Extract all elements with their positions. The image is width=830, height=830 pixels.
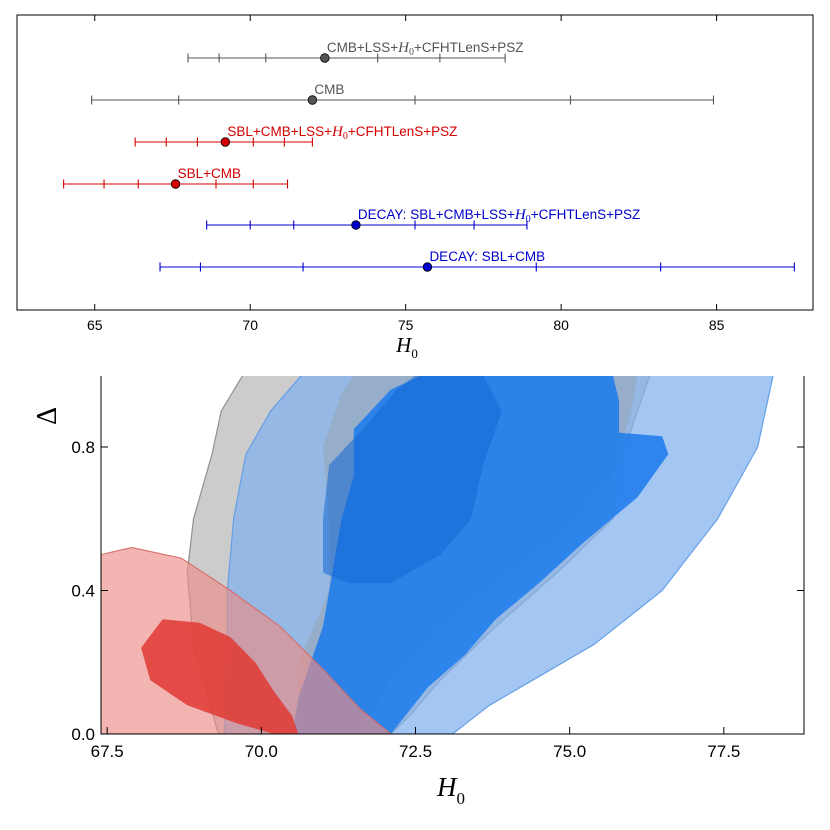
h0-errorbar-panel: CMB+LSS+H0+CFHTLenS+PSZCMBSBL+CMB+LSS+H0… bbox=[16, 14, 814, 361]
label-prefix: CMB bbox=[314, 82, 344, 97]
central-value-point bbox=[351, 220, 361, 230]
errorbar-row-label: DECAY: SBL+CMB+LSS+H0+CFHTLenS+PSZ bbox=[358, 207, 640, 225]
central-value-point bbox=[170, 179, 181, 189]
x-tick-label: 65 bbox=[87, 317, 103, 333]
label-suffix: +CFHTLenS+PSZ bbox=[531, 207, 641, 222]
y-tick-label: 0.8 bbox=[71, 438, 95, 457]
errorbar-row-label: SBL+CMB bbox=[178, 166, 241, 181]
label-subscript: 0 bbox=[526, 214, 531, 225]
central-value-point bbox=[320, 53, 330, 63]
y-tick-label: 0.0 bbox=[71, 725, 95, 744]
label-prefix: DECAY: SBL+CMB bbox=[429, 249, 545, 264]
errorbar-row: DECAY: SBL+CMB+LSS+H0+CFHTLenS+PSZ bbox=[206, 207, 640, 230]
bottom-x-axis-label: H0 bbox=[436, 772, 465, 808]
red-inner-contour bbox=[141, 619, 299, 734]
errorbar-rows: CMB+LSS+H0+CFHTLenS+PSZCMBSBL+CMB+LSS+H0… bbox=[63, 40, 795, 272]
errorbar-row-label: DECAY: SBL+CMB bbox=[429, 249, 545, 264]
contour-regions bbox=[101, 376, 774, 734]
errorbar-row-label: SBL+CMB+LSS+H0+CFHTLenS+PSZ bbox=[227, 124, 457, 142]
bottom-y-ticks: 0.0 0.4 0.8 bbox=[71, 438, 804, 744]
label-suffix: +CFHTLenS+PSZ bbox=[414, 40, 524, 55]
x-tick-label: 70 bbox=[242, 317, 258, 333]
x-tick-label: 70.0 bbox=[245, 742, 278, 761]
x-tick-label: 77.5 bbox=[707, 742, 740, 761]
y-tick-label: 0.4 bbox=[71, 582, 95, 601]
x-tick-label: 72.5 bbox=[399, 742, 432, 761]
bottom-x-ticks: 67.5 70.0 72.5 75.0 77.5 bbox=[91, 727, 740, 761]
label-prefix: DECAY: SBL+CMB+LSS+ bbox=[358, 207, 515, 222]
top-x-ticks: 65 70 75 80 85 bbox=[87, 15, 725, 333]
label-prefix: SBL+CMB+LSS+ bbox=[227, 124, 332, 139]
errorbar-row: CMB bbox=[91, 82, 715, 105]
top-x-axis-label: H0 bbox=[395, 333, 418, 361]
bottom-y-axis-label: Δ bbox=[32, 407, 63, 425]
errorbar-row: CMB+LSS+H0+CFHTLenS+PSZ bbox=[187, 40, 524, 63]
h0-deltan-contour-panel: 67.5 70.0 72.5 75.0 77.5 0.0 0.4 0.8 H0 Δ bbox=[32, 376, 805, 808]
x-tick-label: 67.5 bbox=[91, 742, 124, 761]
errorbar-row: DECAY: SBL+CMB bbox=[159, 249, 795, 272]
errorbar-row-label: CMB bbox=[314, 82, 344, 97]
central-value-point bbox=[307, 95, 318, 105]
errorbar-row-label: CMB+LSS+H0+CFHTLenS+PSZ bbox=[327, 40, 524, 58]
errorbar-row: SBL+CMB+LSS+H0+CFHTLenS+PSZ bbox=[134, 124, 457, 147]
label-suffix: +CFHTLenS+PSZ bbox=[348, 124, 458, 139]
x-tick-label: 75 bbox=[398, 317, 414, 333]
x-tick-label: 80 bbox=[553, 317, 569, 333]
blue-core-contour bbox=[323, 376, 502, 584]
label-math: H bbox=[331, 124, 344, 140]
label-prefix: CMB+LSS+ bbox=[327, 40, 398, 55]
x-tick-label: 85 bbox=[709, 317, 725, 333]
label-subscript: 0 bbox=[343, 131, 348, 142]
x-tick-label: 75.0 bbox=[553, 742, 586, 761]
label-math: H bbox=[514, 207, 527, 223]
label-prefix: SBL+CMB bbox=[178, 166, 241, 181]
central-value-point bbox=[220, 137, 231, 147]
top-plot-frame bbox=[16, 14, 814, 311]
errorbar-row: SBL+CMB bbox=[63, 166, 289, 189]
label-math: H bbox=[397, 40, 410, 56]
label-subscript: 0 bbox=[409, 47, 414, 58]
bottom-plot-frame bbox=[100, 376, 805, 735]
central-value-point bbox=[422, 262, 433, 272]
